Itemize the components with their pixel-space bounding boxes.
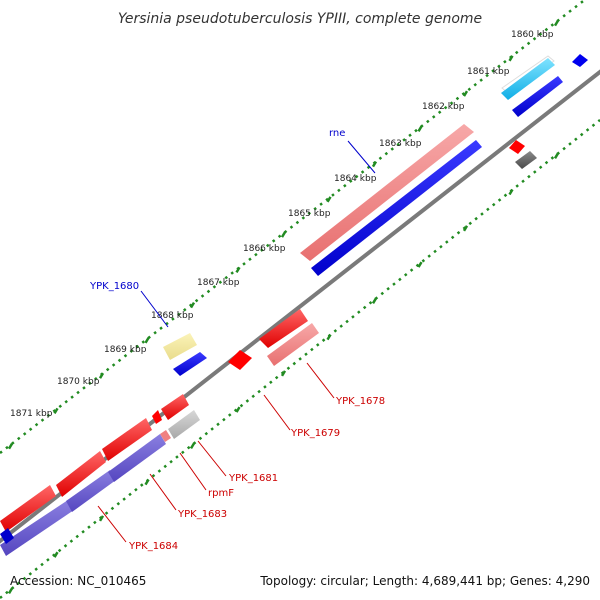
label-ypk-1684: YPK_1684: [128, 541, 178, 552]
cds-ypk-1681[interactable]: [168, 410, 200, 439]
scale-tick: [280, 231, 287, 238]
cds-ypk-1678[interactable]: [267, 323, 319, 366]
cds-ypk-1679[interactable]: [259, 309, 308, 348]
label-ypk-1683: YPK_1683: [177, 509, 227, 520]
scale-tick: [417, 125, 423, 132]
cds-gray-dark[interactable]: [515, 151, 537, 169]
scale-tick: [326, 196, 332, 203]
cds-ypk-1683[interactable]: [108, 434, 166, 482]
scale-tick: [53, 551, 59, 558]
cds-red-lower-2[interactable]: [56, 451, 106, 497]
scale-tick: [371, 160, 378, 168]
cds-red-tiny[interactable]: [152, 410, 162, 424]
scale-label-1871: 1871 kbp: [10, 409, 53, 419]
scale-tick: [144, 337, 150, 344]
cds-blue-mid[interactable]: [173, 352, 207, 376]
scale-tick: [144, 478, 150, 486]
scale-tick: [189, 442, 196, 450]
cds-ypk-1680[interactable]: [163, 333, 197, 360]
cds-ypk-1681-neighbor[interactable]: [161, 394, 189, 420]
scale-tick: [53, 407, 59, 415]
label-rne: rne: [329, 128, 345, 139]
scale-tick: [7, 443, 14, 450]
scale-label-1868: 1868 kbp: [151, 311, 194, 321]
scale-tick: [462, 225, 469, 232]
cds-violet-1[interactable]: [0, 500, 74, 556]
label-ypk-1678: YPK_1678: [335, 396, 385, 407]
scale-label-1861: 1861 kbp: [467, 67, 510, 77]
label-ypk-1679: YPK_1679: [290, 428, 340, 439]
scale-tick: [7, 587, 14, 595]
cds-blue-small[interactable]: [572, 54, 588, 67]
scale-tick: [417, 261, 423, 268]
cds-red-small-right[interactable]: [509, 140, 525, 154]
genome-summary-text: Topology: circular; Length: 4,689,441 bp…: [259, 574, 590, 588]
scale-tick: [189, 301, 196, 309]
scale-tick: [508, 55, 514, 62]
accession-text: Accession: NC_010465: [10, 574, 146, 588]
cds-blue-edge[interactable]: [0, 528, 14, 544]
scale-tick: [98, 372, 105, 379]
label-ypk-1680: YPK_1680: [89, 281, 139, 292]
cds-red-lower-3[interactable]: [102, 418, 152, 461]
scale-tick: [508, 188, 514, 196]
scale-tick: [235, 406, 241, 413]
scale-label-1864: 1864 kbp: [334, 174, 377, 184]
scale-labels: 1860 kbp 1861 kbp 1862 kbp 1863 kbp 1864…: [10, 30, 554, 419]
scale-label-1867: 1867 kbp: [197, 278, 240, 288]
scale-tick: [326, 333, 332, 341]
cds-cyan[interactable]: [501, 58, 555, 100]
scale-major-ticks: [7, 19, 560, 595]
cds-blue-rne-partner[interactable]: [311, 140, 482, 276]
cds-rne[interactable]: [300, 124, 474, 261]
label-ypk-1681: YPK_1681: [228, 473, 278, 484]
scale-tick: [553, 152, 560, 159]
scale-label-1866: 1866 kbp: [243, 244, 286, 254]
scale-label-1865: 1865 kbp: [288, 209, 331, 219]
scale-tick: [280, 370, 287, 377]
scale-label-1869: 1869 kbp: [104, 345, 147, 355]
scale-label-1862: 1862 kbp: [422, 102, 465, 112]
scale-tick: [98, 515, 105, 522]
cds-red-small-mid[interactable]: [228, 350, 252, 370]
inner-scale-track: [0, 119, 600, 599]
scale-label-1863: 1863 kbp: [379, 139, 422, 149]
map-title: Yersinia pseudotuberculosis YPIII, compl…: [118, 11, 482, 27]
cds-red-lower-1[interactable]: [0, 485, 56, 532]
scale-label-1870: 1870 kbp: [57, 377, 100, 387]
scale-tick: [553, 19, 560, 27]
label-rpmf: rpmF: [208, 488, 234, 499]
scale-tick: [235, 266, 241, 274]
gene-labels: rne YPK_1680 YPK_1678 YPK_1679 YPK_1681 …: [89, 128, 385, 552]
scale-tick: [462, 90, 469, 97]
cds-blue-1860[interactable]: [512, 76, 563, 117]
scale-tick: [371, 297, 378, 304]
cds-ypk-1684[interactable]: [66, 470, 116, 512]
scale-label-1860: 1860 kbp: [511, 30, 554, 40]
cds-rpmf[interactable]: [160, 430, 171, 442]
